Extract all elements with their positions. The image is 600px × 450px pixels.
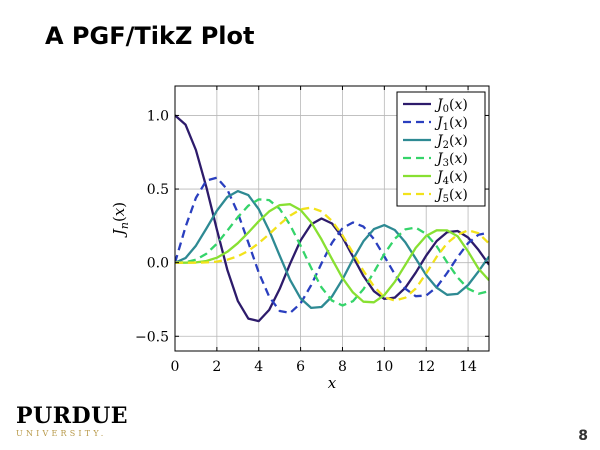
y-tick-label: 0.0 (147, 256, 169, 272)
x-tick-label: 4 (254, 359, 263, 375)
purdue-logo: PURDUE UNIVERSITY. (16, 404, 128, 439)
x-tick-label: 0 (171, 359, 180, 375)
slide-title: A PGF/TikZ Plot (45, 22, 255, 50)
x-tick-label: 2 (212, 359, 221, 375)
series-group (175, 114, 489, 323)
legend-label-j4: J4(x) (434, 169, 468, 187)
series-line-j3 (175, 198, 489, 307)
series-line-j5 (175, 206, 489, 302)
series-line-j2 (175, 189, 489, 310)
page-number: 8 (578, 428, 588, 444)
plot-frame (174, 85, 490, 352)
series-line-j0 (175, 114, 489, 323)
x-tick-label: 14 (459, 359, 477, 375)
legend-label-j5: J5(x) (434, 187, 468, 205)
x-axis-label: x (328, 374, 337, 392)
legend-box (396, 91, 486, 207)
y-tick-label: 1.0 (147, 108, 169, 124)
logo-wordmark: PURDUE (16, 403, 129, 429)
y-tick-label: −0.5 (135, 329, 169, 345)
x-tick-label: 6 (296, 359, 305, 375)
logo-subtitle: UNIVERSITY. (16, 429, 107, 438)
legend-label-j1: J1(x) (434, 115, 468, 133)
x-tick-label: 8 (338, 359, 347, 375)
legend-label-j3: J3(x) (434, 151, 468, 169)
legend-label-j2: J2(x) (434, 133, 468, 151)
series-line-j4 (175, 203, 489, 304)
x-tick-label: 12 (417, 359, 435, 375)
y-axis-label: Jn(x) (110, 202, 131, 238)
y-tick-label: 0.5 (147, 182, 169, 198)
x-tick-label: 10 (375, 359, 393, 375)
legend-label-j0: J0(x) (434, 97, 468, 115)
